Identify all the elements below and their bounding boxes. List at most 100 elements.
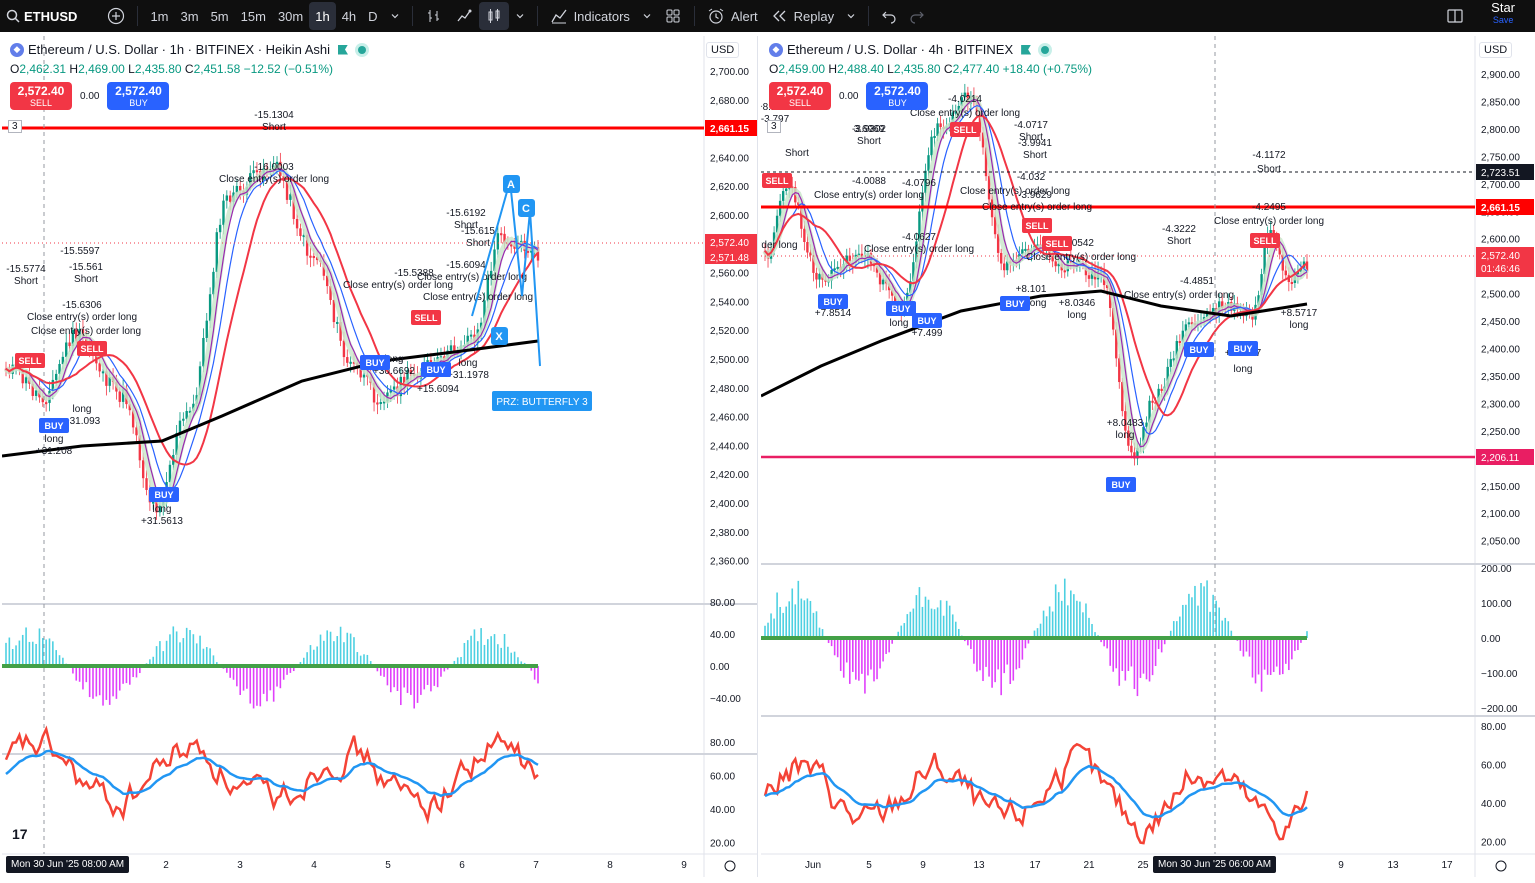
layout-toggle-button[interactable] xyxy=(1440,2,1470,30)
strategy-annotation: +7.8514 xyxy=(815,308,852,319)
flag-icon[interactable] xyxy=(1021,44,1032,55)
high-label: H xyxy=(828,62,838,76)
candle-body xyxy=(1051,253,1054,262)
interval-30m[interactable]: 30m xyxy=(277,8,304,24)
interval-1m[interactable]: 1m xyxy=(150,8,169,24)
series-legend: ◆ Ethereum / U.S. Dollar · 4h · BITFINEX xyxy=(769,42,1050,57)
candle-body xyxy=(349,361,352,364)
interval-15m[interactable]: 15m xyxy=(240,8,266,24)
tradingview-logo[interactable]: 17 xyxy=(12,826,28,842)
candle-body xyxy=(392,386,396,390)
candle-body xyxy=(1136,447,1139,459)
interval-dropdown[interactable] xyxy=(384,2,406,30)
flag-icon[interactable] xyxy=(337,44,348,55)
signal-badge xyxy=(950,122,980,137)
candle-body xyxy=(1166,366,1169,387)
candle-body xyxy=(21,369,24,384)
strategy-annotation: -15.6094 xyxy=(446,260,486,271)
candle-body xyxy=(806,242,809,253)
layout-templates-button[interactable] xyxy=(658,2,688,30)
candle-body xyxy=(208,294,212,321)
signal-label: BUY xyxy=(1233,344,1252,354)
chart-type-button[interactable] xyxy=(449,2,479,30)
candle-body xyxy=(71,329,75,347)
chart-canvas-left[interactable]: 2,700.002,680.002,660.002,640.002,620.00… xyxy=(2,36,758,877)
replay-dropdown[interactable] xyxy=(840,2,862,30)
time-axis-label: 4 xyxy=(311,860,317,871)
redo-button[interactable] xyxy=(903,2,931,30)
candle-body xyxy=(781,191,785,201)
replay-button[interactable]: Replay xyxy=(764,2,840,30)
candle-body xyxy=(1006,261,1009,271)
candle-body xyxy=(34,390,38,396)
buy-button[interactable]: 2,572.40 BUY xyxy=(107,82,170,110)
oscillator-axis-label: −100.00 xyxy=(1481,669,1518,680)
candles-button[interactable] xyxy=(478,2,509,30)
crosshair-date-label: Mon 30 Jun '25 08:00 AM xyxy=(6,856,130,873)
candle-body xyxy=(192,403,195,411)
collapsed-indicators-counter[interactable]: 3 xyxy=(767,120,781,133)
symbol-search-button[interactable]: ETHUSD xyxy=(0,2,83,30)
candle-body xyxy=(912,262,915,282)
save-layout-button[interactable]: Star Save xyxy=(1491,1,1515,26)
interval-d[interactable]: D xyxy=(368,8,378,24)
interval-5m[interactable]: 5m xyxy=(210,8,229,24)
toolbar-divider xyxy=(536,6,538,26)
collapsed-indicators-counter[interactable]: 3 xyxy=(8,120,22,133)
last-price-tag xyxy=(1476,247,1534,277)
candle-body xyxy=(957,105,960,112)
price-axis-label: 2,500.00 xyxy=(710,355,749,366)
chart-canvas-right[interactable]: 2,900.00 2,850.00 2,800.00 2,750.00 2,700.00… xyxy=(761,36,1535,877)
candle-body xyxy=(1172,358,1175,361)
plus-circle-icon xyxy=(107,7,125,25)
compare-symbol-button[interactable] xyxy=(101,2,131,30)
candle-body xyxy=(41,397,45,403)
pattern-label: PRZ: BUTTERFLY 3 xyxy=(496,397,588,408)
candle-body xyxy=(1118,358,1121,383)
price-axis-label: 2,100.00 xyxy=(1481,509,1520,520)
candle-body xyxy=(305,235,309,256)
candle-body xyxy=(1260,274,1263,296)
candle-body xyxy=(960,97,964,106)
interval-1h[interactable]: 1h xyxy=(309,2,336,30)
undo-button[interactable] xyxy=(875,2,903,30)
signal-label: SELL xyxy=(80,344,104,354)
chart-panel-right[interactable]: 2,900.00 2,850.00 2,800.00 2,750.00 2,700.00… xyxy=(761,36,1535,877)
buy-button[interactable]: 2,572.40 BUY xyxy=(866,82,929,110)
signal-label: BUY xyxy=(44,421,63,431)
price-axis-label: 2,900.00 xyxy=(1481,70,1520,81)
chart-panel-left[interactable]: 2,700.002,680.002,660.002,640.002,620.00… xyxy=(2,36,758,877)
currency-selector[interactable]: USD xyxy=(706,42,740,58)
ema-blue-line xyxy=(764,104,1308,435)
interval-4h[interactable]: 4h xyxy=(341,8,357,24)
candle-body xyxy=(372,383,376,403)
price-axis-label: 2,450.00 xyxy=(1481,317,1520,328)
price-axis-label: 2,250.00 xyxy=(1481,427,1520,438)
candle-body xyxy=(285,181,289,200)
indicators-button[interactable]: Indicators xyxy=(544,2,636,30)
candle-body xyxy=(909,281,912,293)
alert-button[interactable]: Alert xyxy=(701,2,764,30)
sell-button[interactable]: 2,572.40 SELL xyxy=(10,82,72,110)
open-label: O xyxy=(769,62,779,76)
currency-selector[interactable]: USD xyxy=(1479,42,1513,58)
chart-type-dropdown[interactable] xyxy=(509,2,531,30)
support-price-label: 2,206.11 xyxy=(1481,453,1520,464)
signal-label: BUY xyxy=(365,358,384,368)
signal-label: BUY xyxy=(426,365,445,375)
candle-body xyxy=(275,161,279,166)
undo-icon xyxy=(881,8,897,24)
candle-body xyxy=(182,418,185,421)
price-axis-label: 2,350.00 xyxy=(1481,372,1520,383)
price-axis-label: 2,640.00 xyxy=(710,153,749,164)
candle-body xyxy=(496,233,500,250)
low-value: 2,435.80 xyxy=(893,62,941,76)
candle-body xyxy=(222,200,225,225)
chevron-down-icon xyxy=(642,11,652,21)
sell-button[interactable]: 2,572.40 SELL xyxy=(769,82,831,110)
indicators-dropdown[interactable] xyxy=(636,2,658,30)
bar-style-button[interactable] xyxy=(419,2,449,30)
interval-3m[interactable]: 3m xyxy=(180,8,199,24)
candle-body xyxy=(24,377,28,384)
candle-body xyxy=(1296,271,1300,277)
